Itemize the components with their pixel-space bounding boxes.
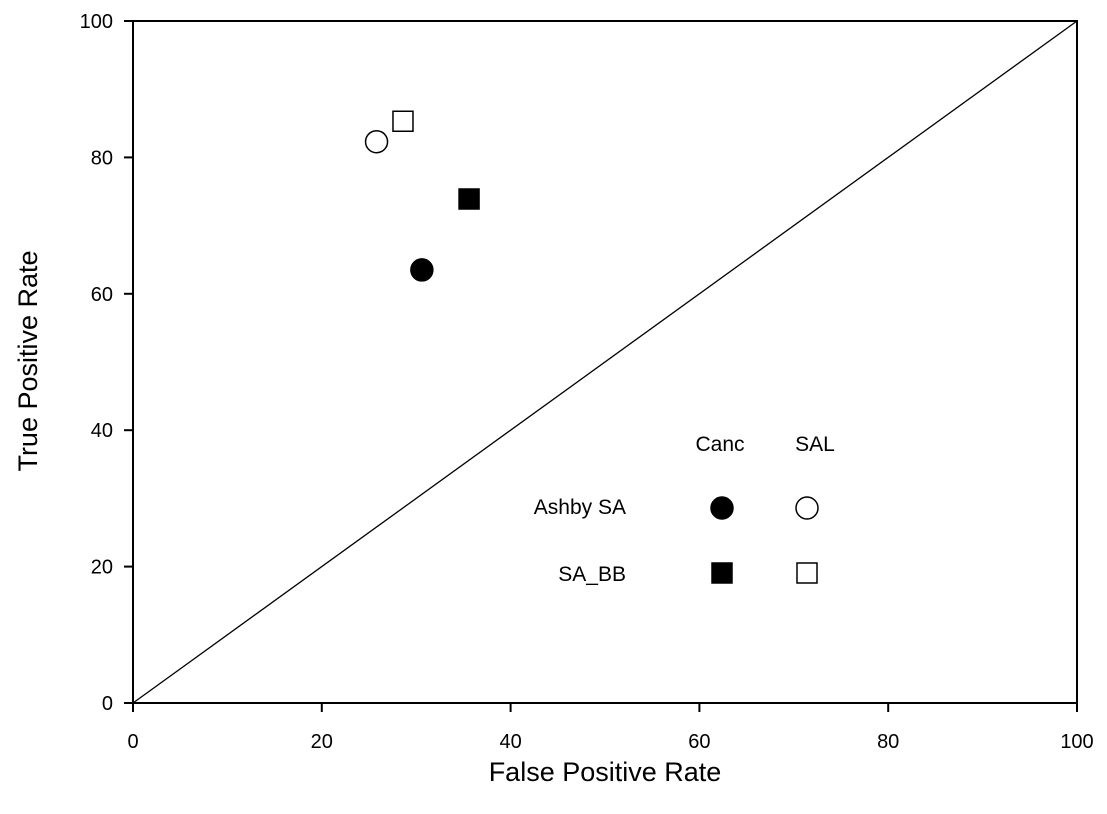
data-point-sa-bb-canc	[458, 188, 480, 210]
y-tick-label: 80	[91, 147, 113, 169]
x-tick-label: 60	[688, 731, 710, 753]
x-tick-label: 40	[499, 731, 521, 753]
diagonal-reference-line	[132, 20, 1078, 704]
plot-frame	[132, 20, 1078, 704]
data-point-ashby-sa-canc	[410, 258, 434, 282]
x-tick-label: 20	[311, 731, 333, 753]
y-tick-label: 20	[91, 557, 113, 579]
y-tick-label: 40	[91, 420, 113, 442]
y-axis-title: True Positive Rate	[13, 250, 43, 471]
data-point-sa-bb-sal	[392, 110, 414, 133]
legend: Canc SAL Ashby SA SA_BB	[534, 433, 835, 586]
y-tick-label: 60	[91, 284, 113, 306]
legend-header-sal: SAL	[795, 433, 835, 456]
axis-ticks: 0 20 40 60 80 100 0 20 40 60 80 100	[80, 11, 1094, 753]
x-tick-label: 0	[127, 731, 138, 753]
x-axis-title: False Positive Rate	[489, 757, 722, 787]
data-point-ashby-sa-sal	[364, 129, 389, 154]
data-points	[364, 110, 480, 282]
x-tick-label: 80	[877, 731, 899, 753]
y-tick-label: 100	[80, 11, 113, 33]
legend-marker-sa-bb-canc	[711, 562, 733, 584]
legend-header-canc: Canc	[695, 433, 744, 456]
legend-marker-sa-bb-sal	[796, 562, 818, 584]
x-tick-label: 100	[1060, 731, 1093, 753]
plot-area	[132, 20, 1078, 704]
legend-row-sa-bb: SA_BB	[558, 563, 626, 586]
y-tick-label: 0	[102, 693, 113, 715]
legend-marker-ashby-sa-canc	[710, 496, 734, 520]
legend-marker-ashby-sa-sal	[795, 496, 819, 520]
legend-row-ashby-sa: Ashby SA	[534, 496, 626, 519]
